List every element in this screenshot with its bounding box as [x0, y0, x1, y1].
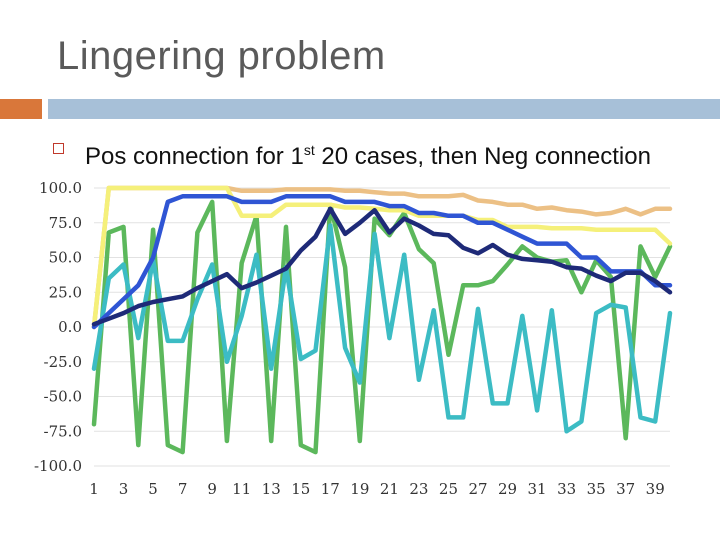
- y-tick-label: -25.0: [44, 353, 82, 371]
- x-tick-label: 5: [148, 480, 158, 498]
- series-line-yellow: [91, 185, 673, 330]
- chart-series: [91, 185, 673, 455]
- x-tick-label: 25: [439, 480, 458, 498]
- x-axis-ticks: 1 3 5 7 9 11 13 15 17 19 21 23 25 27 29 31 33 35 37 39: [89, 480, 665, 498]
- bullet-text-main: Pos connection for 1: [85, 143, 304, 170]
- bullet-square-icon: [53, 143, 64, 154]
- series-line-cyan: [91, 223, 673, 434]
- x-tick-label: 7: [178, 480, 188, 498]
- y-tick-label: 50.0: [49, 249, 82, 267]
- title-rule-bar: [48, 99, 720, 119]
- y-tick-label: 75.0: [49, 214, 82, 232]
- x-tick-label: 35: [587, 480, 606, 498]
- slide-title: Lingering problem: [57, 34, 386, 78]
- series-line-green: [91, 199, 673, 455]
- series-line-blue: [91, 194, 673, 330]
- title-rule-accent: [0, 99, 42, 119]
- x-tick-label: 19: [350, 480, 369, 498]
- y-tick-label: 25.0: [49, 283, 82, 301]
- x-tick-label: 31: [528, 480, 547, 498]
- x-tick-label: 33: [557, 480, 576, 498]
- x-tick-label: 1: [89, 480, 99, 498]
- x-tick-label: 15: [291, 480, 310, 498]
- y-tick-label: 100.0: [39, 179, 82, 197]
- y-tick-label: 0.0: [58, 318, 82, 336]
- x-tick-label: 29: [498, 480, 517, 498]
- series-line-navy: [91, 206, 673, 327]
- x-tick-label: 39: [646, 480, 665, 498]
- x-tick-label: 21: [380, 480, 399, 498]
- x-tick-label: 27: [468, 480, 487, 498]
- bullet-text-rest: 20 cases, then Neg connection: [314, 143, 651, 170]
- y-tick-label: -100.0: [34, 457, 82, 475]
- y-axis-ticks: 100.0 75.0 50.0 25.0 0.0 -25.0 -50.0 -75.0 -100.…: [34, 179, 82, 475]
- x-tick-label: 3: [119, 480, 129, 498]
- y-tick-label: -50.0: [44, 388, 82, 406]
- x-tick-label: 23: [409, 480, 428, 498]
- x-tick-label: 17: [321, 480, 340, 498]
- x-tick-label: 11: [232, 480, 251, 498]
- y-tick-label: -75.0: [44, 422, 82, 440]
- x-tick-label: 13: [262, 480, 281, 498]
- x-tick-label: 9: [207, 480, 217, 498]
- bullet-text: Pos connection for 1st 20 cases, then Ne…: [85, 133, 651, 174]
- bullet-superscript: st: [303, 142, 315, 158]
- x-tick-label: 37: [616, 480, 635, 498]
